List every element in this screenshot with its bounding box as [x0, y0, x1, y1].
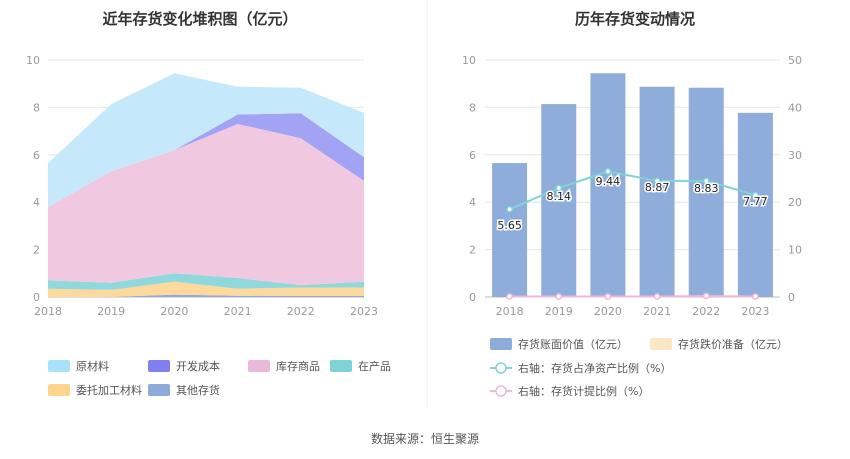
- area-layer: [48, 281, 364, 297]
- right-y-tick-label: 0: [469, 291, 476, 304]
- left-y-tick-label: 4: [33, 196, 40, 209]
- right-y-axis-ticks: 0 2 4 6 8 10: [462, 54, 476, 304]
- left-x-tick-label: 2018: [34, 305, 62, 318]
- inventory-bar: [541, 104, 577, 297]
- right-gridlines: [485, 59, 780, 298]
- right-data-labels: 5.65 8.14 9.44 8.87 8.83 7.77: [496, 174, 769, 234]
- legend-swatch: [330, 360, 352, 372]
- legend-label: 开发成本: [176, 359, 220, 373]
- right-bars: [492, 73, 773, 297]
- left-y-tick-label: 10: [26, 54, 40, 67]
- area-layer: [48, 273, 364, 290]
- legend-marker: [495, 385, 507, 397]
- right-x-tick-label: 2020: [594, 305, 622, 318]
- inventory-bar: [492, 163, 528, 297]
- right-y2-axis-ticks: 0 10 20 30 40 50: [788, 54, 802, 304]
- ratio-line: [509, 170, 756, 211]
- right-y2-tick-label: 40: [788, 101, 802, 114]
- right-y-tick-label: 2: [469, 244, 476, 257]
- right-lines: [506, 168, 759, 300]
- right-x-tick-label: 2023: [741, 305, 769, 318]
- legend-swatch: [148, 360, 170, 372]
- right-y-tick-label: 10: [462, 54, 476, 67]
- legend-label: 委托加工材料: [76, 383, 142, 397]
- legend-label: 存货账面价值（亿元）: [518, 337, 628, 351]
- legend-label: 其他存货: [176, 383, 220, 397]
- left-x-tick-label: 2022: [287, 305, 315, 318]
- right-y2-tick-label: 30: [788, 149, 802, 162]
- left-y-axis-ticks: 0 2 4 6 8 10: [26, 54, 40, 304]
- area-layer: [48, 124, 364, 286]
- legend-swatch: [650, 338, 672, 350]
- bar-value-label: 7.77: [743, 195, 768, 208]
- right-legend: 存货账面价值（亿元） 存货跌价准备（亿元） 右轴：存货占净资产比例（%） 右轴：存货计…: [490, 337, 788, 398]
- legend-swatch: [48, 360, 70, 372]
- provision-point: [702, 292, 710, 300]
- bar-value-label: 8.87: [645, 181, 670, 194]
- right-y2-tick-label: 50: [788, 54, 802, 67]
- ratio-point: [506, 205, 513, 213]
- left-y-tick-label: 0: [33, 291, 40, 304]
- left-x-tick-label: 2021: [224, 305, 252, 318]
- left-x-tick-label: 2019: [97, 305, 125, 318]
- legend-label: 存货跌价准备（亿元）: [678, 337, 788, 351]
- legend-swatch: [490, 338, 512, 350]
- right-y2-tick-label: 0: [788, 291, 795, 304]
- right-x-tick-label: 2018: [496, 305, 524, 318]
- legend-label: 在产品: [358, 359, 391, 373]
- legend-label: 库存商品: [276, 359, 320, 373]
- provision-point: [506, 293, 513, 300]
- ratio-point: [653, 177, 661, 185]
- left-x-tick-label: 2023: [350, 305, 378, 318]
- provision-point: [555, 293, 563, 300]
- ratio-point: [604, 168, 612, 175]
- legend-marker: [495, 362, 507, 374]
- legend-label: 原材料: [76, 359, 109, 373]
- inventory-bar: [688, 87, 724, 297]
- left-x-tick-label: 2020: [160, 305, 188, 318]
- right-x-tick-label: 2022: [692, 305, 720, 318]
- right-y2-tick-label: 10: [788, 244, 802, 257]
- left-x-axis-ticks: 2018 2019 2020 2021 2022 2023: [34, 305, 378, 318]
- right-x-tick-label: 2021: [643, 305, 671, 318]
- right-x-tick-label: 2019: [545, 305, 573, 318]
- bar-value-label: 8.14: [547, 190, 572, 203]
- data-source: 数据来源：恒生聚源: [371, 431, 479, 446]
- right-y2-tick-label: 20: [788, 196, 802, 209]
- area-layer: [48, 73, 364, 207]
- left-y-tick-label: 2: [33, 244, 40, 257]
- right-chart-title: 历年存货变动情况: [575, 10, 695, 28]
- ratio-point: [702, 177, 710, 185]
- inventory-bar: [639, 86, 675, 297]
- bar-value-label: 9.44: [596, 175, 621, 188]
- bar-value-label: 5.65: [497, 219, 522, 232]
- left-y-tick-label: 6: [33, 149, 40, 162]
- right-y-tick-label: 6: [469, 149, 476, 162]
- legend-swatch: [48, 384, 70, 396]
- bar-line-chart: 历年存货变动情况 5.65 8.14 9.44 8.87 8.83 7.77 0 2 4 6 8 1…: [462, 10, 802, 398]
- provision-point: [653, 293, 661, 300]
- right-y-tick-label: 8: [469, 101, 476, 114]
- legend-swatch: [248, 360, 270, 372]
- right-x-axis-ticks: 2018 2019 2020 2021 2022 2023: [496, 305, 770, 318]
- provision-point: [604, 293, 612, 300]
- provision-point: [752, 293, 759, 300]
- right-y-tick-label: 4: [469, 196, 476, 209]
- bar-value-label: 8.83: [694, 182, 719, 195]
- area-layer: [48, 294, 364, 297]
- legend-label: 右轴：存货占净资产比例（%）: [518, 361, 671, 375]
- legend-swatch: [148, 384, 170, 396]
- ratio-point: [752, 191, 759, 199]
- left-area-layers: [48, 73, 364, 297]
- legend-label: 右轴：存货计提比例（%）: [518, 384, 649, 398]
- inventory-bar: [590, 73, 626, 297]
- ratio-point: [555, 184, 563, 192]
- left-chart-title: 近年存货变化堆积图（亿元）: [102, 10, 297, 28]
- inventory-bar: [737, 112, 773, 297]
- left-y-tick-label: 8: [33, 101, 40, 114]
